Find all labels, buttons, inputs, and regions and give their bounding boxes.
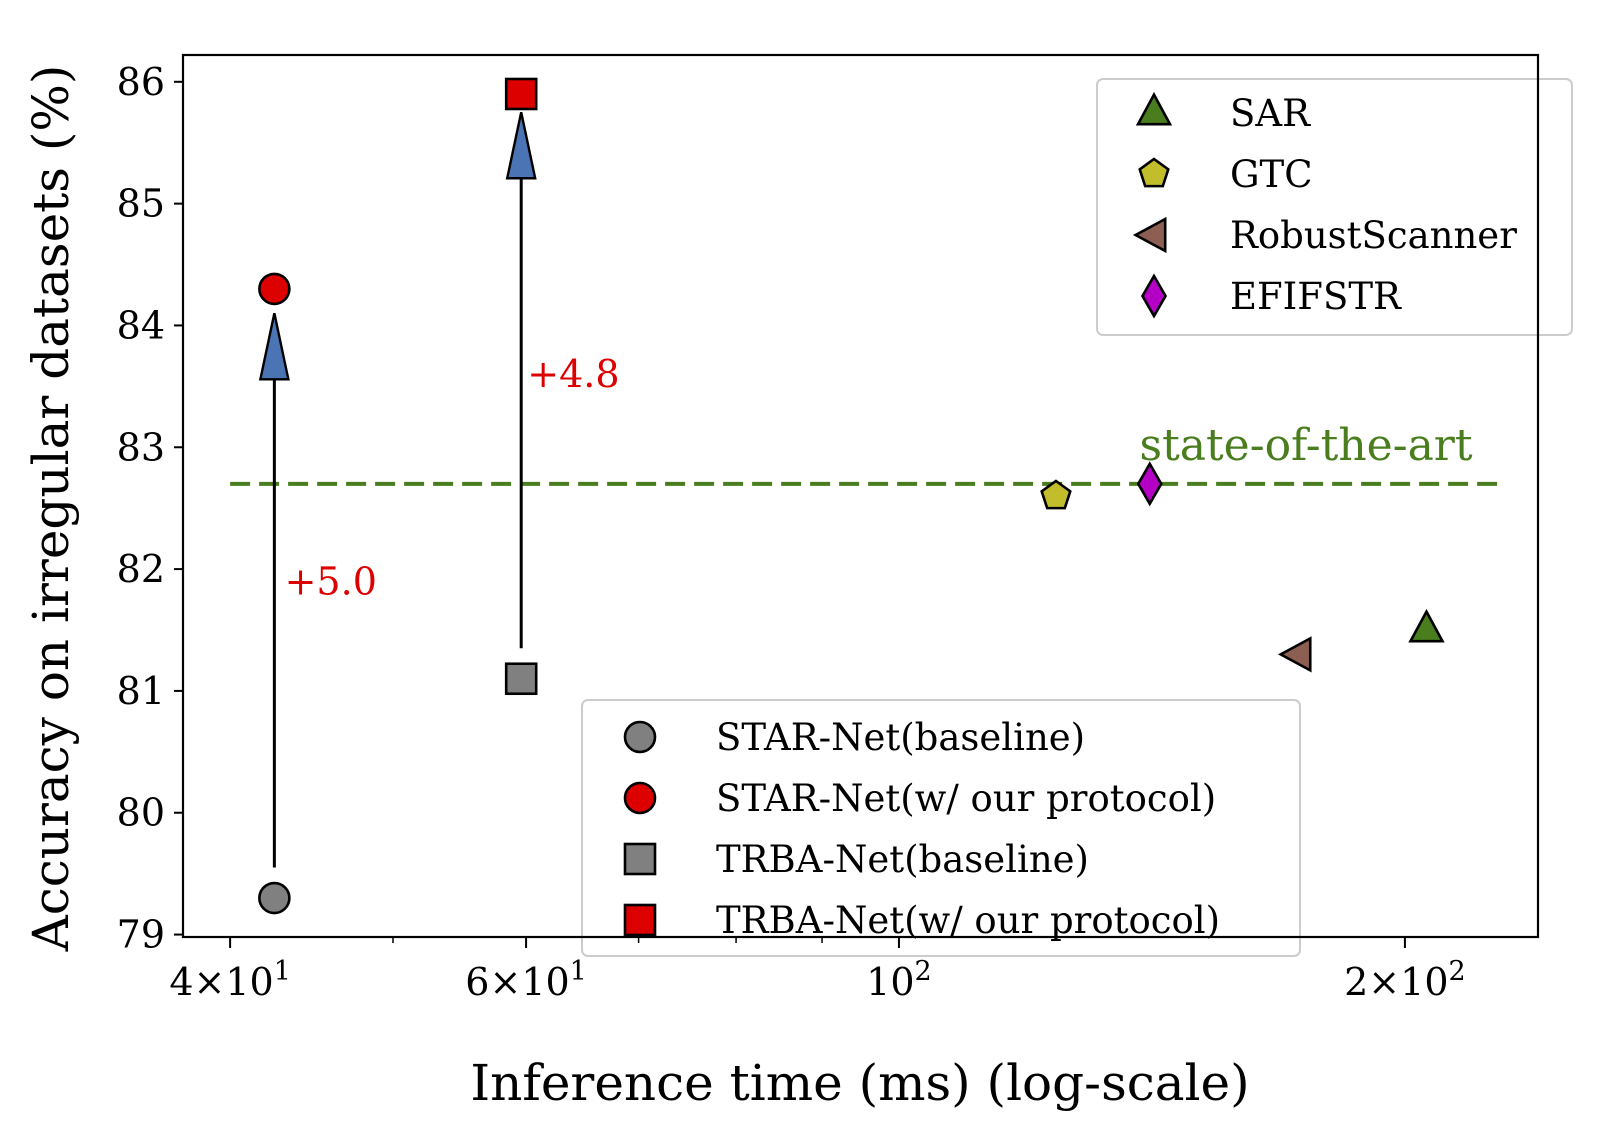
improvement-arrow-head [505, 112, 537, 180]
y-tick-label: 79 [117, 913, 165, 957]
legend-marker [1132, 216, 1167, 254]
legend-marker [1135, 91, 1173, 126]
y-tick-label: 85 [117, 182, 165, 226]
legend-label: TRBA-Net(w/ our protocol) [716, 899, 1220, 942]
legend-marker [623, 720, 657, 754]
x-tick-label: 102 [866, 956, 932, 1004]
y-axis-label: Accuracy on irregular datasets (%) [22, 65, 80, 953]
legend-baselines [581, 699, 1301, 957]
data-point [1408, 608, 1445, 643]
legend-state-of-the-art [1096, 78, 1573, 336]
improvement-label: +5.0 [285, 559, 377, 603]
legend-marker [623, 842, 657, 876]
data-point [1040, 479, 1072, 510]
legend-label: GTC [1230, 153, 1313, 196]
legend-label: STAR-Net(baseline) [716, 716, 1085, 759]
x-tick-label: 4×101 [169, 956, 291, 1004]
legend-label: SAR [1230, 92, 1311, 135]
x-tick-label: 6×101 [465, 956, 587, 1004]
y-tick-label: 86 [117, 60, 165, 104]
data-point [258, 272, 291, 306]
improvement-arrow-head [258, 313, 290, 381]
legend-marker [623, 781, 657, 815]
state-of-the-art-label: state-of-the-art [1139, 420, 1472, 471]
plot-area: state-of-the-art +5.0 +4.8 [230, 77, 1501, 915]
legend-marker [623, 903, 657, 937]
x-tick-label: 2×102 [1344, 956, 1466, 1004]
y-tick-label: 80 [117, 791, 165, 835]
data-point [504, 662, 538, 696]
improvement-label: +4.8 [527, 352, 619, 396]
legend-label: RobustScanner [1230, 214, 1517, 257]
legend-marker [1138, 157, 1170, 188]
y-tick-label: 83 [117, 425, 165, 469]
data-point [504, 77, 538, 111]
legend-label: TRBA-Net(baseline) [716, 838, 1089, 881]
axes: 79 80 81 82 83 84 85 86 4×101 6×101 102 2×102 [117, 53, 1540, 1004]
axes-frame [181, 53, 1540, 939]
y-tick-label: 84 [117, 303, 165, 347]
data-point [1277, 636, 1312, 673]
legend-label: EFIFSTR [1230, 275, 1402, 318]
y-tick-label: 82 [117, 547, 165, 591]
legends: STAR-Net(baseline) STAR-Net(w/ our protoc… [581, 78, 1573, 957]
x-axis-label: Inference time (ms) (log-scale) [470, 1054, 1249, 1112]
legend-label: STAR-Net(w/ our protocol) [716, 777, 1216, 820]
y-tick-label: 81 [117, 669, 165, 713]
data-point [1136, 461, 1163, 507]
legend-marker [1140, 273, 1168, 319]
data-point [258, 881, 291, 915]
